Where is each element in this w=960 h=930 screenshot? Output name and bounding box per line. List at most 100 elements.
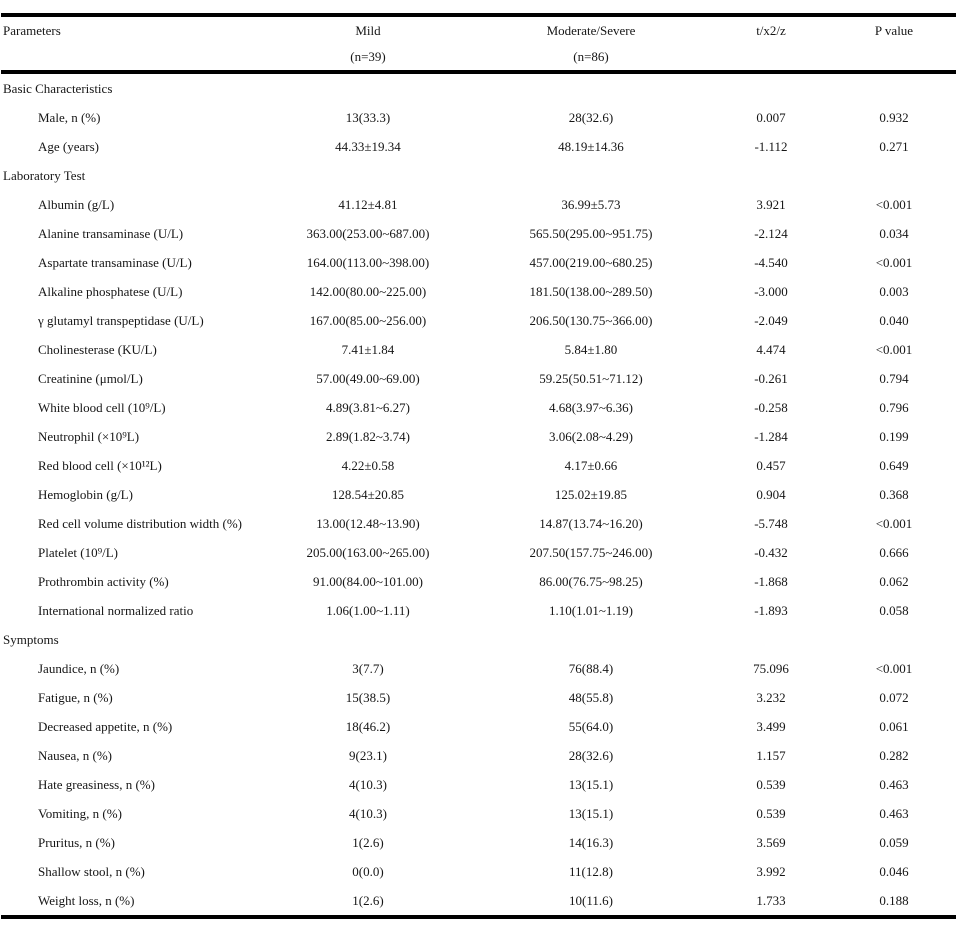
statistic-value: 0.904 [756,486,786,502]
table-row: Hemoglobin (g/L) 128.54±20.85 125.02±19.… [0,480,956,509]
statistic-value: 3.569 [756,834,786,850]
mild-value: 3(7.7) [352,660,384,676]
moderate-severe-value: 125.02±19.85 [554,486,628,502]
table-row: International normalized ratio 1.06(1.00… [0,596,956,625]
section-label: Symptoms [3,631,59,647]
parameter-label: Pruritus, n (%) [38,834,115,850]
statistic-value: -1.893 [754,602,788,618]
parameter-label: Platelet (10⁹/L) [38,544,118,560]
table-top-rule [1,13,956,17]
statistic-value: -3.000 [754,283,788,299]
statistic-value: 1.733 [756,892,786,908]
table-row: Jaundice, n (%) 3(7.7) 76(88.4) 75.096 <… [0,654,956,683]
mild-value: 2.89(1.82~3.74) [326,428,410,444]
parameter-label: Neutrophil (×10⁹L) [38,428,140,444]
mild-value: 91.00(84.00~101.00) [313,573,423,589]
moderate-severe-value: 86.00(76.75~98.25) [539,573,643,589]
mild-value: 205.00(163.00~265.00) [306,544,430,560]
statistic-value: 1.157 [756,747,786,763]
p-value: 0.932 [879,109,909,125]
moderate-severe-value: 3.06(2.08~4.29) [549,428,633,444]
moderate-severe-value: 14(16.3) [568,834,614,850]
mild-value: 128.54±20.85 [331,486,405,502]
parameter-label: Alanine transaminase (U/L) [38,225,184,241]
moderate-severe-value: 1.10(1.01~1.19) [549,602,633,618]
table-row: Weight loss, n (%) 1(2.6) 10(11.6) 1.733… [0,886,956,915]
statistic-value: 3.499 [756,718,786,734]
p-value: 0.058 [879,602,909,618]
table-row: Cholinesterase (KU/L) 7.41±1.84 5.84±1.8… [0,335,956,364]
table-row: White blood cell (10⁹/L) 4.89(3.81~6.27)… [0,393,956,422]
section-row: Symptoms [0,625,956,654]
moderate-severe-value: 457.00(219.00~680.25) [529,254,653,270]
p-value: 0.059 [879,834,909,850]
parameter-label: Weight loss, n (%) [38,892,135,908]
parameter-label: Hemoglobin (g/L) [38,486,133,502]
table-row: Vomiting, n (%) 4(10.3) 13(15.1) 0.539 0… [0,799,956,828]
section-row: Laboratory Test [0,161,956,190]
parameter-label: Creatinine (μmol/L) [38,370,143,386]
p-value: 0.463 [879,776,909,792]
section-row: Basic Characteristics [0,74,956,103]
mild-value: 4(10.3) [349,776,387,792]
p-value: 0.061 [879,718,909,734]
p-value: 0.199 [879,428,909,444]
statistic-value: -1.868 [754,573,788,589]
parameter-label: Aspartate transaminase (U/L) [38,254,192,270]
moderate-severe-value: 207.50(157.75~246.00) [529,544,653,560]
moderate-severe-value: 55(64.0) [568,718,614,734]
mild-value: 44.33±19.34 [335,138,401,154]
parameter-label: White blood cell (10⁹/L) [38,399,166,415]
table-row: Albumin (g/L) 41.12±4.81 36.99±5.73 3.92… [0,190,956,219]
p-value: 0.003 [879,283,909,299]
statistic-value: 3.921 [756,196,786,212]
mild-value: 1(2.6) [352,834,384,850]
statistic-value: -0.261 [754,370,788,386]
mild-value: 1(2.6) [352,892,384,908]
mild-value: 13.00(12.48~13.90) [316,515,420,531]
table-row: γ glutamyl transpeptidase (U/L) 167.00(8… [0,306,956,335]
table-body: Basic Characteristics Male, n (%) 13(33.… [0,74,956,915]
p-value: 0.368 [879,486,909,502]
mild-value: 0(0.0) [352,863,384,879]
moderate-severe-value: 10(11.6) [569,892,613,908]
parameter-label: Red blood cell (×10¹²L) [38,457,162,473]
parameter-label: Age (years) [38,138,99,154]
parameter-label: γ glutamyl transpeptidase (U/L) [38,312,204,328]
parameter-label: Decreased appetite, n (%) [38,718,173,734]
table-row: Fatigue, n (%) 15(38.5) 48(55.8) 3.232 0… [0,683,956,712]
mild-value: 1.06(1.00~1.11) [326,602,410,618]
mild-value: 164.00(113.00~398.00) [306,254,430,270]
moderate-severe-value: 48(55.8) [568,689,614,705]
column-header-moderate-severe-n: (n=86) [573,49,609,64]
table-header: Parameters Mild Moderate/Severe t/x2/z P… [0,17,956,70]
table-bottom-rule [1,915,956,919]
p-value: <0.001 [875,254,913,270]
p-value: <0.001 [875,660,913,676]
column-header-mild-n: (n=39) [350,49,386,64]
mild-value: 18(46.2) [345,718,391,734]
p-value: 0.666 [879,544,909,560]
moderate-severe-value: 565.50(295.00~951.75) [529,225,653,241]
statistic-value: -4.540 [754,254,788,270]
table-row: Hate greasiness, n (%) 4(10.3) 13(15.1) … [0,770,956,799]
table-row: Pruritus, n (%) 1(2.6) 14(16.3) 3.569 0.… [0,828,956,857]
parameter-label: Alkaline phosphatese (U/L) [38,283,183,299]
parameter-label: Hate greasiness, n (%) [38,776,155,792]
statistic-value: 0.007 [756,109,786,125]
statistic-value: 75.096 [753,660,789,676]
column-header-mild: Mild [355,22,381,38]
moderate-severe-value: 28(32.6) [568,109,614,125]
p-value: 0.796 [879,399,909,415]
column-header-parameters: Parameters [3,22,61,38]
statistic-value: -0.432 [754,544,788,560]
table-row: Neutrophil (×10⁹L) 2.89(1.82~3.74) 3.06(… [0,422,956,451]
table-row: Male, n (%) 13(33.3) 28(32.6) 0.007 0.93… [0,103,956,132]
statistic-value: 4.474 [756,341,786,357]
table-row: Age (years) 44.33±19.34 48.19±14.36 -1.1… [0,132,956,161]
statistic-value: 3.992 [756,863,786,879]
parameter-label: Nausea, n (%) [38,747,112,763]
table-row: Shallow stool, n (%) 0(0.0) 11(12.8) 3.9… [0,857,956,886]
mild-value: 4.89(3.81~6.27) [326,399,410,415]
moderate-severe-value: 4.17±0.66 [564,457,618,473]
